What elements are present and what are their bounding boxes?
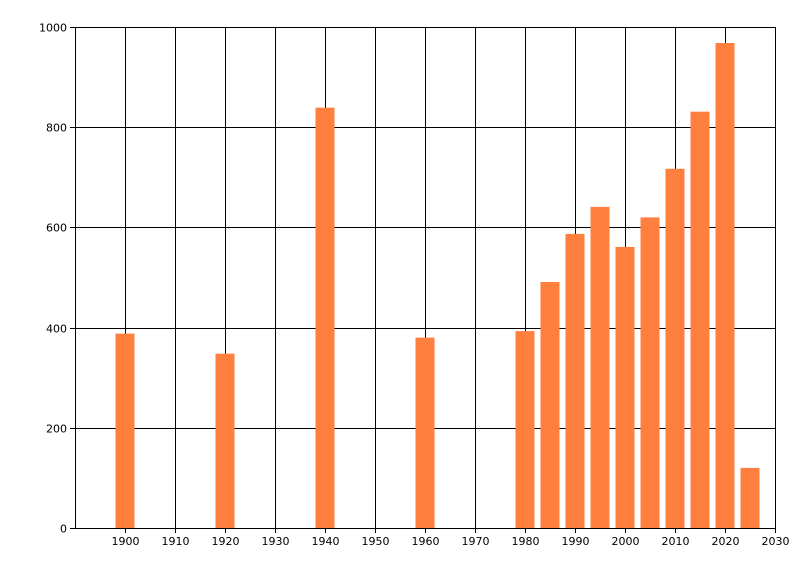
y-tick-label: 1000 [39, 22, 67, 35]
y-tick-label: 0 [60, 523, 67, 536]
y-axis-ticks: 0 200 400 600 800 1000 [39, 22, 75, 536]
bar [665, 168, 685, 528]
x-axis-ticks: 1900 1910 1920 1930 1940 1950 1960 1970 1980 1990… [112, 528, 790, 548]
bar [215, 353, 235, 528]
y-tick-label: 800 [46, 122, 67, 135]
x-tick-label: 1980 [512, 535, 540, 548]
x-tick-label: 1960 [412, 535, 440, 548]
x-tick-label: 1990 [562, 535, 590, 548]
x-tick-label: 2030 [762, 535, 790, 548]
x-tick-label: 1930 [262, 535, 290, 548]
bar [315, 107, 335, 528]
x-tick-label: 1910 [162, 535, 190, 548]
x-tick-label: 1970 [462, 535, 490, 548]
bar [565, 233, 585, 528]
bar [715, 43, 735, 528]
x-tick-label: 1920 [212, 535, 240, 548]
bars [115, 43, 760, 528]
x-tick-label: 1950 [362, 535, 390, 548]
x-tick-label: 2000 [612, 535, 640, 548]
y-tick-label: 400 [46, 323, 67, 336]
bar [415, 337, 435, 528]
bar [640, 217, 660, 528]
bar [740, 467, 760, 528]
x-tick-label: 2010 [662, 535, 690, 548]
bar [590, 206, 610, 528]
bar [115, 333, 135, 528]
bar [540, 282, 560, 528]
x-tick-label: 1940 [312, 535, 340, 548]
x-tick-label: 2020 [712, 535, 740, 548]
bar [615, 246, 635, 528]
x-tick-label: 1900 [112, 535, 140, 548]
y-tick-label: 200 [46, 423, 67, 436]
bar [690, 111, 710, 528]
bar [515, 331, 535, 528]
y-tick-label: 600 [46, 222, 67, 235]
